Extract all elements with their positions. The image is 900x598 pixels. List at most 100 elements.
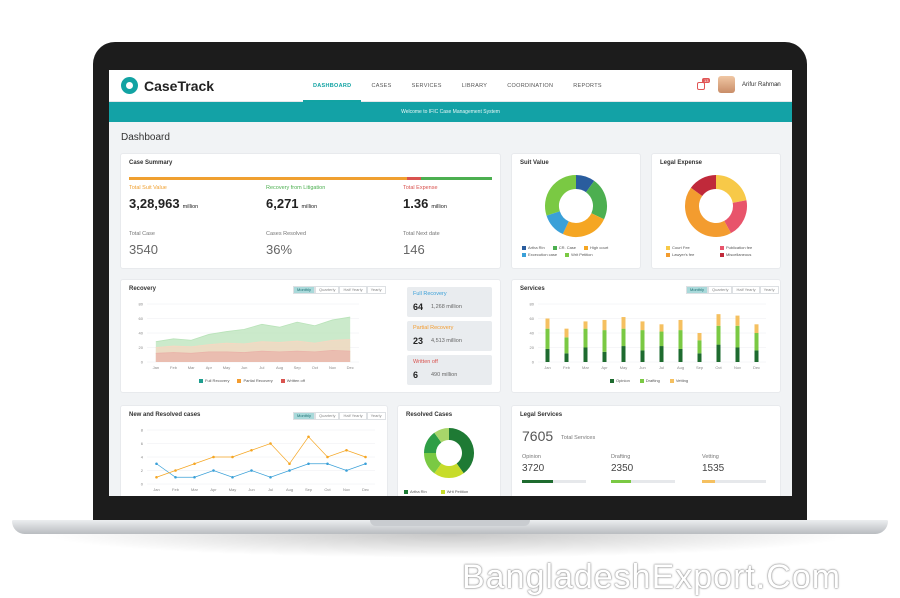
x-tick-label: Sep — [294, 365, 302, 370]
tab-half-yearly[interactable]: Half Yearly — [339, 412, 367, 420]
donut-slice — [424, 452, 442, 474]
partial-recovery-box[interactable]: Partial Recovery 23 4,513 million — [407, 321, 492, 351]
line-point — [193, 462, 196, 466]
donut-slice — [424, 432, 442, 454]
x-tick-label: Sep — [305, 487, 313, 492]
x-tick-label: Dec — [347, 365, 354, 370]
nav-library[interactable]: LIBRARY — [461, 83, 488, 89]
x-tick-label: May — [620, 365, 628, 370]
tab-yearly[interactable]: Yearly — [366, 412, 386, 420]
box-title: Written off — [413, 359, 438, 365]
x-tick-label: Jan — [153, 487, 159, 492]
nav-cases[interactable]: CASES — [371, 83, 392, 89]
bar-segment — [602, 330, 607, 352]
tab-yearly[interactable]: Yearly — [759, 286, 779, 294]
x-tick-label: Apr — [601, 365, 608, 370]
nav-coordination[interactable]: COORDINATION — [507, 83, 554, 89]
line-series — [156, 436, 366, 478]
legend-item: Writ Petition — [440, 489, 468, 494]
x-tick-label: Mar — [188, 365, 196, 370]
bar-segment — [659, 331, 664, 347]
resolved-cases-card: Resolved Cases Artha Rin Writ Petition — [398, 406, 500, 496]
bar-segment — [659, 324, 664, 332]
x-tick-label: Nov — [329, 365, 336, 370]
nav-dashboard[interactable]: DASHBOARD — [303, 70, 362, 102]
tab-monthly[interactable]: Monthly — [293, 286, 316, 294]
y-tick-label: 0 — [532, 360, 535, 365]
nav-reports[interactable]: REPORTS — [573, 83, 602, 89]
notification-bell-icon[interactable] — [697, 82, 705, 90]
tab-yearly[interactable]: Yearly — [366, 286, 386, 294]
bar-segment — [545, 318, 550, 329]
tab-monthly[interactable]: Monthly — [293, 412, 316, 420]
service-label: Drafting — [611, 454, 631, 460]
line-point — [212, 455, 215, 459]
new-resolved-period-tabs: Monthly Quarterly Half Yearly Yearly — [293, 412, 386, 420]
legend-item: Vetting — [669, 378, 688, 383]
line-point — [269, 442, 272, 445]
case-summary-card: Case Summary Total Suit Value 3,28,963 mi… — [121, 154, 500, 268]
bar-segment — [564, 337, 569, 354]
legend-item: Partial Recovery — [237, 378, 273, 383]
donut-slice — [685, 187, 731, 237]
written-off-box[interactable]: Written off 6 490 million — [407, 355, 492, 385]
bar-segment — [754, 350, 759, 362]
box-title: Partial Recovery — [413, 325, 454, 331]
bar-segment — [545, 328, 550, 349]
tab-quarterly[interactable]: Quarterly — [708, 286, 733, 294]
stat-label: Total Suit Value — [129, 185, 167, 191]
box-amount: 490 million — [431, 372, 458, 378]
chevron-down-icon[interactable]: ▾ — [776, 82, 779, 88]
service-progress — [611, 480, 675, 483]
new-resolved-card: New and Resolved cases Monthly Quarterly… — [121, 406, 387, 496]
bar-segment — [678, 348, 683, 362]
nav-services[interactable]: SERVICES — [411, 83, 442, 89]
legend-item: High court — [584, 245, 608, 250]
brand-name: CaseTrack — [144, 77, 215, 94]
line-point — [193, 475, 196, 479]
logo[interactable]: CaseTrack — [121, 77, 214, 94]
tab-half-yearly[interactable]: Half Yearly — [339, 286, 367, 294]
tab-quarterly[interactable]: Quarterly — [315, 286, 340, 294]
y-tick-label: 60 — [530, 316, 535, 321]
x-tick-label: Jun — [248, 487, 254, 492]
box-amount: 1,268 million — [431, 304, 462, 310]
donut-slice — [562, 212, 605, 237]
bar-segment — [754, 324, 759, 333]
y-tick-label: 20 — [139, 345, 144, 350]
donut-slice — [545, 175, 577, 216]
user-name[interactable]: Arifur Rahman — [742, 82, 781, 88]
line-point — [231, 475, 234, 479]
tab-quarterly[interactable]: Quarterly — [315, 412, 340, 420]
recovery-area-chart: 0 20 40 60 80 Jan Feb Mar Apr May Jun Jul Aug Sep Oct N… — [139, 302, 359, 370]
bar-segment — [659, 346, 664, 362]
card-title: Services — [520, 286, 545, 292]
laptop-notch — [370, 520, 530, 526]
legal-services-card: Legal Services 7605 Total Services Opini… — [512, 406, 780, 496]
service-value: 2350 — [611, 463, 634, 474]
stat-label: Recovery from Litigation — [266, 185, 326, 191]
line-point — [364, 455, 367, 459]
donut-slice — [546, 210, 570, 235]
bar-segment — [697, 340, 702, 354]
service-value: 3720 — [522, 463, 545, 474]
box-count: 64 — [413, 302, 424, 312]
avatar[interactable] — [718, 76, 735, 93]
y-tick-label: 40 — [530, 331, 535, 336]
box-title: Full Recovery — [413, 291, 447, 297]
tab-half-yearly[interactable]: Half Yearly — [732, 286, 760, 294]
x-tick-label: Jan — [544, 365, 550, 370]
bar-segment — [735, 347, 740, 362]
tab-monthly[interactable]: Monthly — [686, 286, 709, 294]
full-recovery-box[interactable]: Full Recovery 64 1,268 million — [407, 287, 492, 317]
legend-item: Artha Rin — [404, 489, 427, 494]
bar-segment — [735, 325, 740, 348]
legend-item: Publication fee — [720, 245, 752, 250]
area-series-line — [155, 349, 351, 354]
bar-segment — [621, 346, 626, 362]
box-count: 23 — [413, 336, 424, 346]
suit-value-card: Suit Value Artha Rin CR. Case High court… — [512, 154, 640, 268]
legal-expense-donut — [685, 175, 747, 237]
services-period-tabs: Monthly Quarterly Half Yearly Yearly — [686, 286, 779, 294]
bar-segment — [640, 350, 645, 362]
